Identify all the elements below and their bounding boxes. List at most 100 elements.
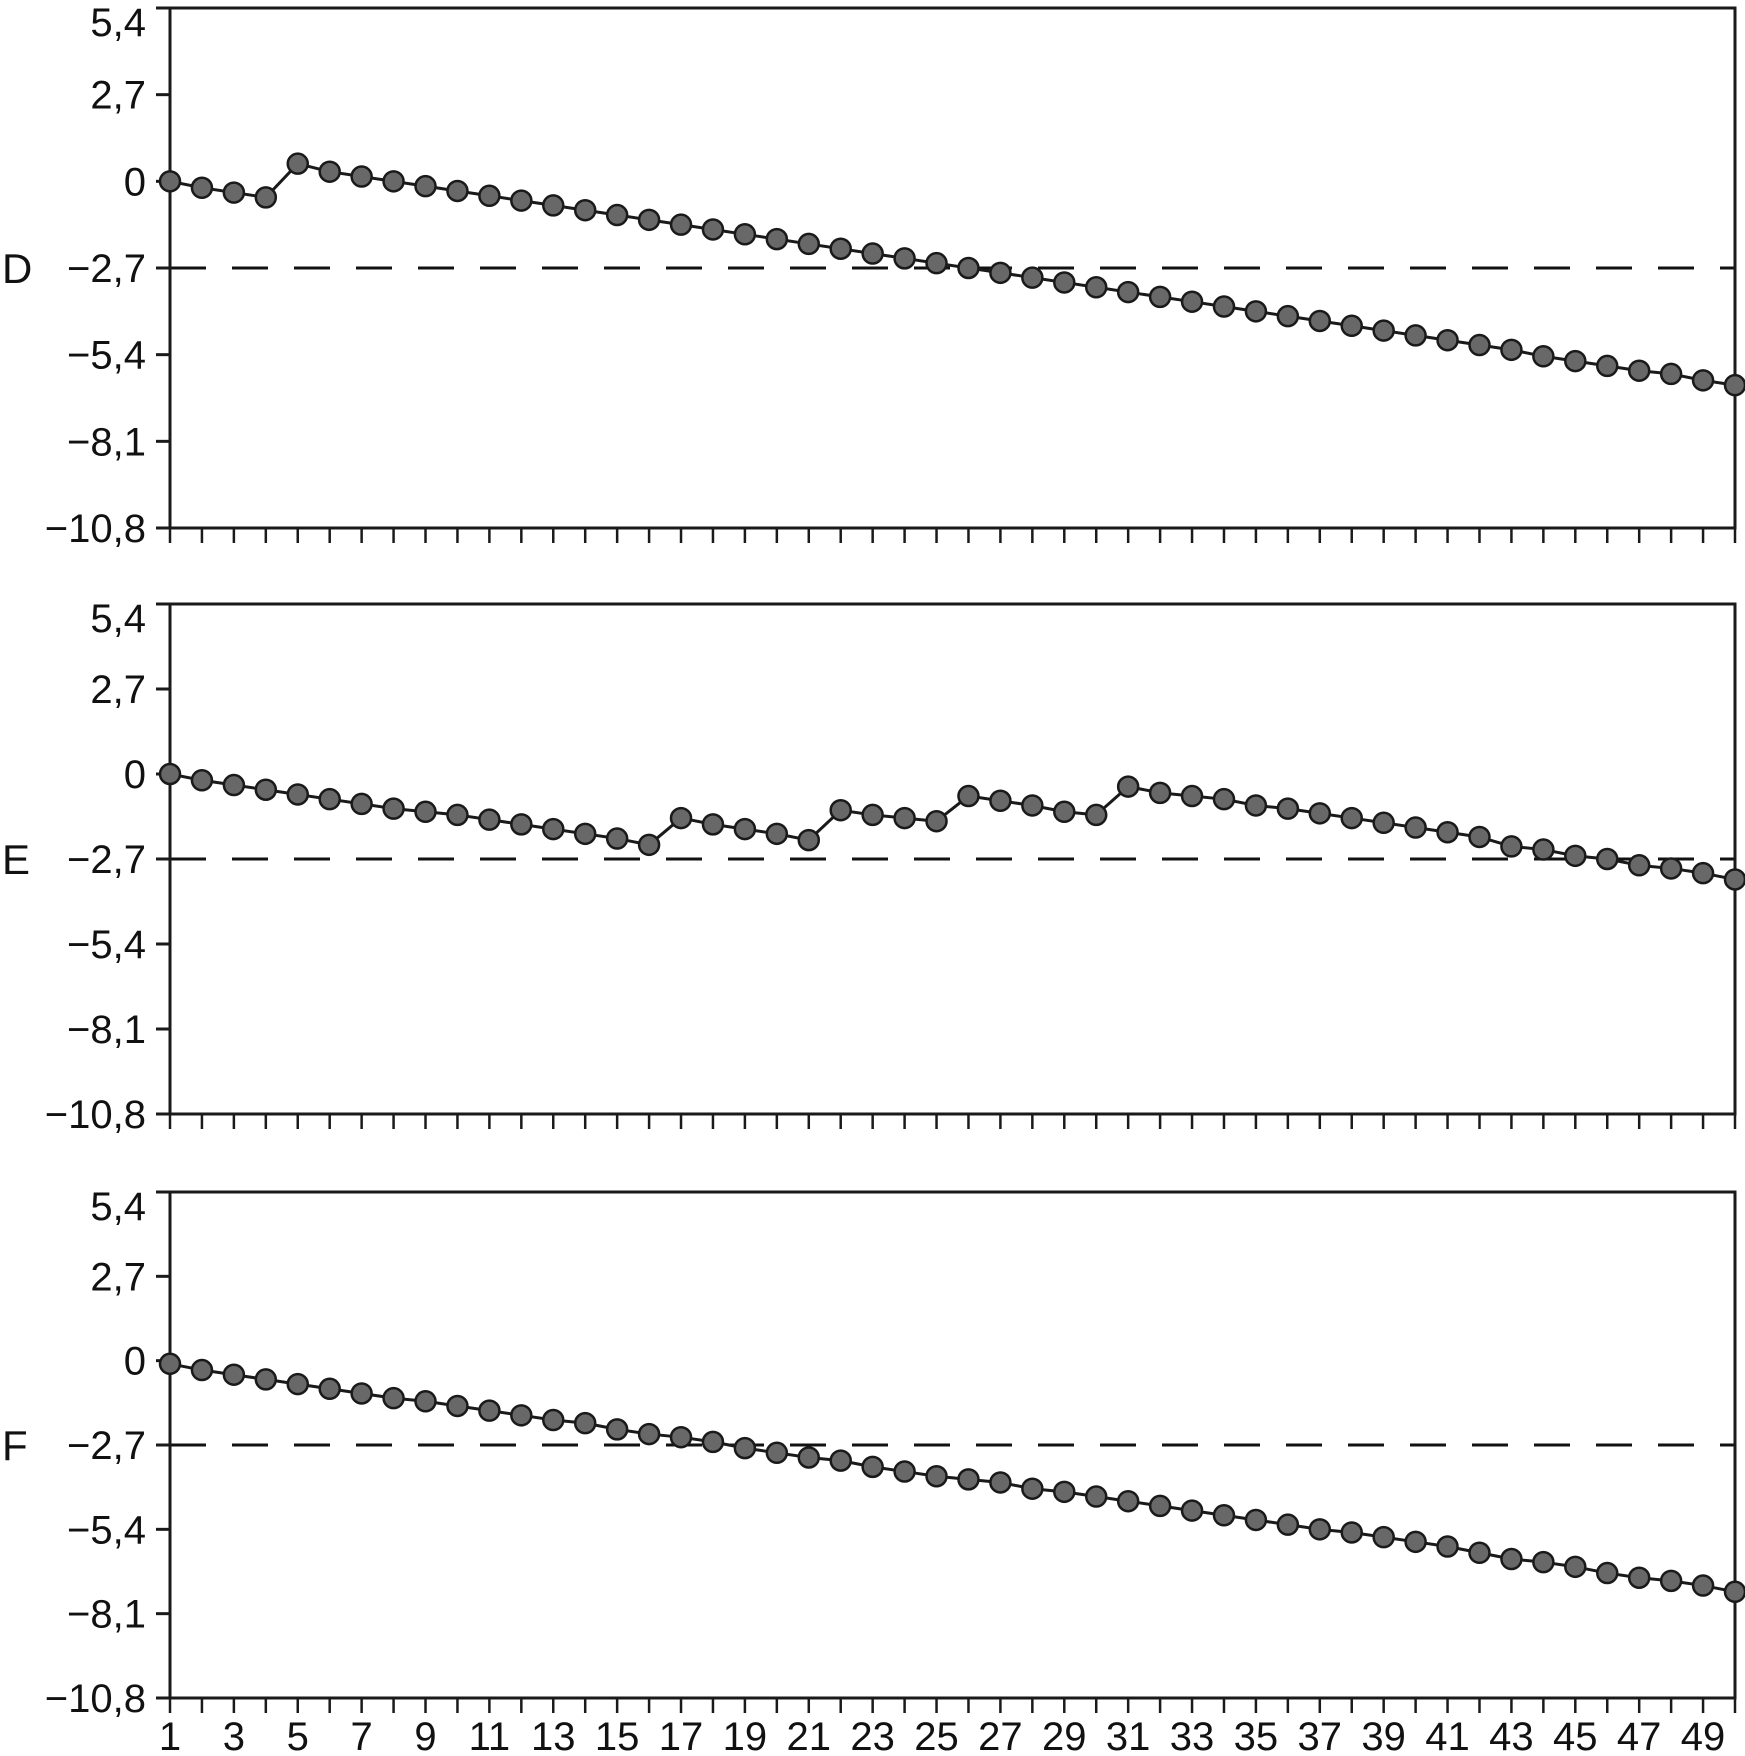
data-point bbox=[893, 806, 916, 830]
y-tick-label: 0 bbox=[124, 1340, 146, 1384]
y-tick-label: −10,8 bbox=[45, 507, 146, 551]
data-point bbox=[1372, 319, 1395, 342]
x-tick-label: 13 bbox=[531, 1715, 576, 1756]
data-point bbox=[318, 1377, 341, 1401]
panel-f-plot: 5,42,70−2,7−5,4−8,1−10,81 3 5 7 9 11 13 15 17 19 2… bbox=[45, 1185, 1745, 1756]
data-point bbox=[1148, 1494, 1172, 1518]
data-point bbox=[1723, 1580, 1745, 1604]
panel-label-e: E bbox=[2, 836, 31, 883]
data-point bbox=[414, 800, 437, 824]
data-point bbox=[1404, 1530, 1427, 1554]
data-point bbox=[382, 170, 405, 193]
data-point bbox=[765, 1441, 789, 1465]
data-point bbox=[254, 186, 278, 209]
y-tick-label: −10,8 bbox=[45, 1677, 146, 1721]
data-point bbox=[190, 1358, 214, 1382]
data-point bbox=[1021, 266, 1044, 289]
data-point bbox=[637, 208, 661, 232]
panel-e-plot: 5,4 2,7 0 −2,7 −5,4 −8,1 −10,8 bbox=[45, 597, 1745, 1137]
data-point bbox=[797, 1446, 821, 1469]
x-tick-label: 39 bbox=[1361, 1715, 1406, 1756]
x-tick-label: 3 bbox=[223, 1715, 245, 1756]
data-point bbox=[222, 773, 246, 797]
data-point bbox=[350, 1382, 373, 1405]
data-point bbox=[1244, 1508, 1268, 1532]
data-point bbox=[669, 213, 693, 236]
data-point bbox=[510, 1404, 533, 1427]
data-point bbox=[446, 803, 469, 827]
x-tick-label: 27 bbox=[978, 1715, 1023, 1756]
data-point bbox=[1627, 359, 1651, 382]
data-point bbox=[1148, 285, 1172, 309]
data-point bbox=[1340, 806, 1363, 830]
data-point bbox=[1595, 354, 1619, 378]
data-point bbox=[893, 247, 916, 270]
data-point bbox=[1116, 1489, 1140, 1513]
x-tick-label: 33 bbox=[1170, 1715, 1215, 1756]
data-point bbox=[1340, 314, 1363, 338]
x-tick-label: 17 bbox=[659, 1715, 704, 1756]
data-point bbox=[765, 227, 789, 251]
data-point bbox=[701, 1430, 725, 1454]
y-tick-label: 2,7 bbox=[90, 74, 146, 118]
x-tick-label: 5 bbox=[287, 1715, 309, 1756]
data-point bbox=[382, 797, 405, 820]
data-point bbox=[573, 1411, 597, 1435]
x-tick-label: 9 bbox=[414, 1715, 436, 1756]
data-point bbox=[1053, 1480, 1076, 1504]
data-point bbox=[701, 218, 725, 241]
data-point bbox=[1468, 333, 1491, 357]
data-point bbox=[286, 783, 310, 806]
y-tick-label: −2,7 bbox=[67, 838, 146, 882]
data-point bbox=[318, 787, 341, 811]
x-tick-label: 7 bbox=[351, 1715, 373, 1756]
data-point bbox=[190, 769, 214, 792]
data-point bbox=[957, 784, 980, 808]
data-point bbox=[414, 174, 437, 198]
data-point bbox=[637, 1422, 661, 1446]
data-point bbox=[542, 194, 565, 217]
x-tick-label: 25 bbox=[914, 1715, 959, 1756]
data-point bbox=[1276, 1513, 1300, 1536]
y-tick-label: −10,8 bbox=[45, 1093, 146, 1137]
x-tick-label: 21 bbox=[787, 1715, 832, 1756]
data-point bbox=[797, 828, 821, 852]
data-point bbox=[1244, 794, 1268, 817]
data-point bbox=[1021, 1477, 1044, 1500]
data-point bbox=[861, 242, 884, 265]
data-point bbox=[1436, 820, 1459, 844]
data-point bbox=[350, 165, 373, 188]
x-tick-label: 23 bbox=[850, 1715, 895, 1756]
data-point bbox=[286, 152, 310, 175]
data-point bbox=[1691, 369, 1715, 392]
data-point bbox=[637, 833, 661, 857]
data-point bbox=[1500, 835, 1523, 858]
data-point bbox=[1244, 300, 1268, 323]
y-tick-label: −2,7 bbox=[67, 1424, 146, 1468]
data-point bbox=[542, 1408, 565, 1432]
data-point bbox=[605, 827, 629, 850]
data-point bbox=[1308, 309, 1332, 333]
data-point bbox=[573, 822, 597, 846]
data-point bbox=[925, 809, 948, 833]
data-point bbox=[478, 184, 501, 208]
data-point bbox=[989, 261, 1012, 285]
data-point bbox=[510, 813, 533, 836]
data-point bbox=[1532, 1550, 1555, 1574]
data-point bbox=[158, 1352, 182, 1376]
data-point bbox=[414, 1390, 437, 1413]
data-point bbox=[1532, 345, 1555, 368]
data-point bbox=[1148, 781, 1172, 805]
data-point bbox=[829, 1449, 852, 1472]
data-point bbox=[829, 237, 852, 260]
data-point bbox=[1276, 797, 1300, 820]
data-point bbox=[669, 1425, 693, 1449]
y-tick-label: −5,4 bbox=[67, 1508, 146, 1552]
data-point bbox=[1595, 1561, 1619, 1585]
y-tick-label: 0 bbox=[124, 753, 146, 797]
data-point bbox=[1180, 290, 1204, 313]
x-tick-label: 47 bbox=[1617, 1715, 1662, 1756]
y-tick-label: 2,7 bbox=[90, 668, 146, 712]
data-point bbox=[158, 762, 182, 786]
